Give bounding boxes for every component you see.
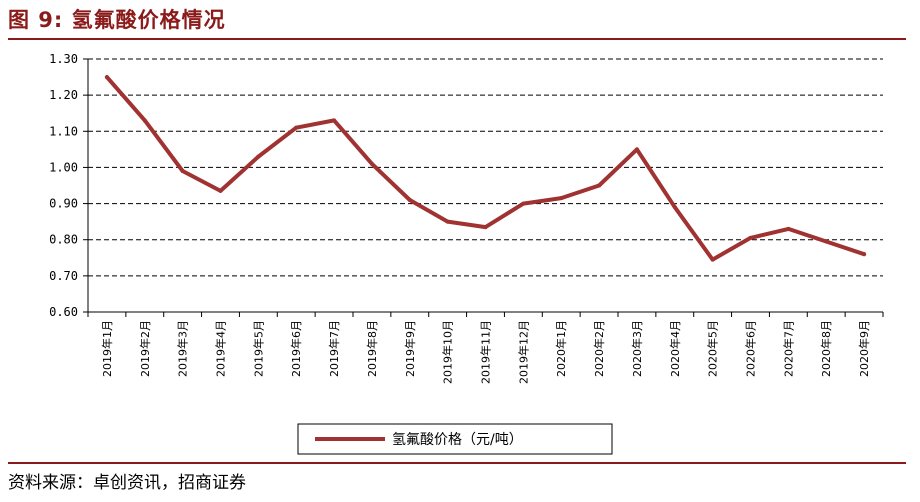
data-point [104,75,109,80]
x-tick-labels: 2019年1月 2019年2月 2019年3月 2019年4月 2019年5月 2019年… [100,320,871,384]
x-tick-label: 2019年2月 [138,320,152,377]
data-point [483,225,488,230]
x-tick-label: 2019年7月 [327,320,341,377]
x-tick-label: 2019年8月 [365,320,379,377]
x-tick-label: 2020年3月 [630,320,644,377]
y-tick-label: 0.60 [49,305,78,319]
data-point [407,197,412,202]
y-tick-label: 1.10 [49,124,78,138]
x-tick-label: 2019年6月 [289,320,303,377]
x-tick-label: 2019年1月 [100,320,114,377]
x-tick-label: 2019年4月 [214,320,228,377]
data-point [218,188,223,193]
x-tick-label: 2019年10月 [441,320,455,384]
x-tick-label: 2019年5月 [251,320,265,377]
data-point [332,118,337,123]
x-tick-label: 2019年11月 [479,320,493,384]
data-point [559,196,564,201]
data-point [369,161,374,166]
data-point [445,219,450,224]
x-tick-label: 2020年9月 [857,320,871,377]
data-point [256,154,261,159]
y-tick-label: 0.80 [49,233,78,247]
source-note: 资料来源：卓创资讯，招商证券 [8,473,246,493]
data-point [521,201,526,206]
x-tick-label: 2020年1月 [554,320,568,377]
x-tick-label: 2020年2月 [592,320,606,377]
data-point [294,125,299,130]
x-tick-label: 2020年4月 [668,320,682,377]
x-tick-label: 2019年9月 [403,320,417,377]
x-tick-label: 2019年3月 [176,320,190,377]
x-tick-label: 2020年6月 [744,320,758,377]
data-point [824,239,829,244]
data-point [634,147,639,152]
axes [83,58,884,317]
title-rule [8,38,906,40]
y-tick-label: 0.70 [49,269,78,283]
y-tick-label: 1.20 [49,88,78,102]
data-point [672,205,677,210]
data-point [786,226,791,231]
legend-label: 氢氟酸价格（元/吨） [392,432,523,448]
footer-rule [8,462,906,464]
x-tick-label: 2020年8月 [819,320,833,377]
figure-title: 图 9: 氢氟酸价格情况 [8,8,226,32]
series-line [104,75,867,262]
data-point [710,257,715,262]
y-tick-label: 0.90 [49,197,78,211]
x-tick-label: 2019年12月 [516,320,530,384]
data-point [748,235,753,240]
x-tick-label: 2020年7月 [781,320,795,377]
x-tick-label: 2020年5月 [706,320,720,377]
data-point [862,252,867,257]
y-tick-label: 1.00 [49,160,78,174]
legend: 氢氟酸价格（元/吨） [297,423,613,455]
y-tick-labels: 0.60 0.70 0.80 0.90 1.00 1.10 1.20 1.30 [49,52,78,319]
gridlines [88,58,883,277]
data-point [142,118,147,123]
y-tick-label: 1.30 [49,52,78,66]
series-layer [104,75,867,262]
data-point [597,183,602,188]
data-point [180,169,185,174]
